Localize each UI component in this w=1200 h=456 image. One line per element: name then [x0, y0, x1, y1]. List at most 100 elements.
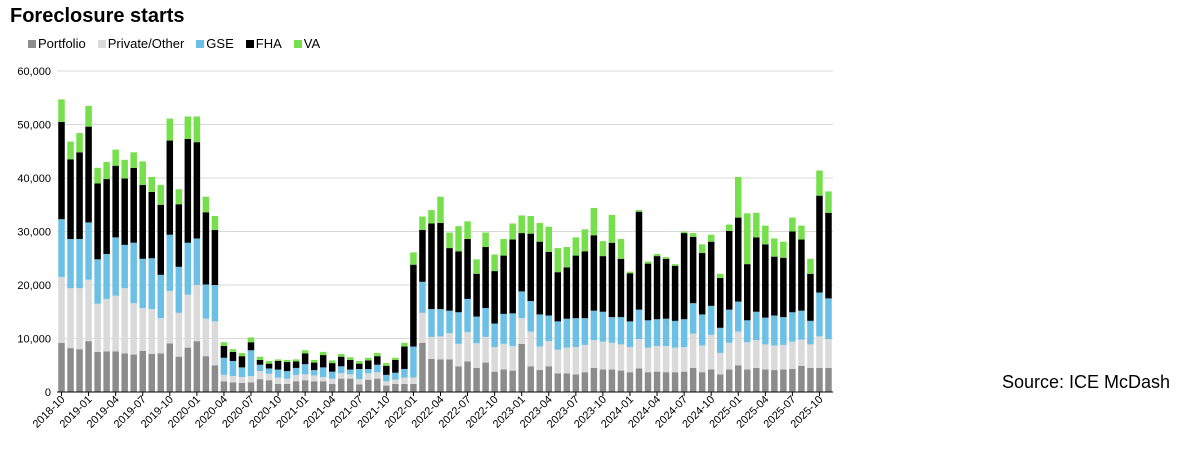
bar-segment-gse — [545, 315, 553, 342]
bar-segment-va — [256, 356, 264, 360]
bar-segment-gse — [725, 309, 733, 343]
bar-segment-gse — [256, 364, 264, 372]
bar-segment-gse — [698, 314, 706, 346]
bar-segment-fha — [112, 165, 119, 238]
bar-segment-fha — [798, 239, 805, 311]
bar-segment-private-other — [780, 344, 787, 370]
bar-segment-fha — [599, 256, 607, 312]
bar-segment-fha — [401, 346, 408, 369]
bar-segment-va — [85, 105, 92, 127]
bar-segment-va — [229, 349, 237, 352]
bar-segment-portfolio — [166, 343, 174, 392]
bar-segment-va — [175, 189, 183, 205]
bar-segment-portfolio — [590, 367, 598, 392]
bar-segment-gse — [265, 368, 273, 374]
bar-segment-va — [202, 196, 210, 213]
bar-segment-portfolio — [410, 383, 417, 392]
bar-segment-gse — [283, 371, 291, 379]
bar-segment-gse — [762, 317, 769, 345]
bar-segment-va — [76, 133, 83, 153]
bar-segment-va — [473, 259, 480, 274]
bar-segment-portfolio — [148, 354, 155, 392]
bar-segment-portfolio — [121, 353, 128, 392]
bar-segment-private-other — [825, 339, 832, 368]
bar-segment-private-other — [735, 331, 742, 366]
legend-label-fha: FHA — [255, 36, 282, 51]
bar-segment-portfolio — [563, 373, 571, 392]
bar-segment-fha — [410, 264, 417, 347]
bar-segment-private-other — [554, 349, 562, 374]
bar-segment-portfolio — [644, 372, 652, 392]
legend-label-portfolio: Portfolio — [38, 36, 86, 51]
bar-segment-va — [103, 161, 110, 180]
bar-segment-va — [67, 141, 74, 160]
y-tick-label: 0 — [45, 387, 51, 399]
bar-segment-gse — [202, 284, 210, 319]
bar-segment-gse — [428, 309, 435, 337]
bar-segment-portfolio — [265, 380, 273, 392]
bar-segment-fha — [653, 256, 661, 320]
y-tick-label: 50,000 — [17, 120, 51, 132]
bar-segment-portfolio — [274, 383, 282, 392]
bar-segment-va — [509, 223, 516, 240]
bar-segment-va — [319, 351, 327, 356]
bar-segment-fha — [753, 237, 760, 312]
bar-segment-portfolio — [680, 371, 688, 392]
bar-segment-va — [680, 231, 688, 234]
legend-label-gse: GSE — [206, 36, 234, 51]
bar-segment-private-other — [428, 336, 435, 359]
bar-segment-fha — [689, 236, 697, 304]
bar-segment-va — [707, 234, 715, 242]
bar-segment-gse — [292, 367, 300, 375]
bar-segment-private-other — [545, 341, 553, 367]
bar-segment-portfolio — [509, 370, 516, 392]
source-note: Source: ICE McDash — [1002, 372, 1171, 392]
bar-segment-portfolio — [608, 369, 616, 392]
bar-segment-portfolio — [698, 372, 706, 392]
bar-segment-va — [771, 238, 778, 257]
bar-segment-fha — [229, 351, 237, 361]
bar-segment-fha — [735, 217, 742, 302]
bar-segment-private-other — [798, 339, 805, 366]
bar-segment-gse — [94, 259, 101, 304]
bar-segment-fha — [103, 179, 110, 254]
bar-segment-fha — [157, 204, 165, 275]
bar-segment-gse — [563, 318, 571, 348]
bar-segment-va — [653, 253, 661, 257]
bar-segment-private-other — [617, 344, 625, 371]
bar-segment-fha — [121, 178, 128, 245]
bar-segment-private-other — [716, 352, 724, 375]
bar-segment-fha — [211, 229, 219, 285]
bar-segment-portfolio — [807, 367, 814, 392]
bar-segment-portfolio — [76, 349, 83, 392]
bar-segment-private-other — [482, 336, 489, 363]
bar-segment-private-other — [698, 345, 706, 373]
bar-segment-portfolio — [446, 359, 453, 392]
bar-segment-gse — [735, 301, 742, 332]
bar-segment-portfolio — [816, 367, 823, 392]
bar-segment-private-other — [202, 318, 210, 357]
bar-segment-gse — [220, 357, 228, 375]
bar-segment-fha — [482, 247, 489, 309]
bar-segment-private-other — [94, 303, 101, 352]
bar-segment-gse — [798, 310, 805, 340]
bar-segment-va — [130, 152, 137, 168]
bar-segment-gse — [347, 369, 354, 375]
bar-segment-va — [274, 359, 282, 361]
bar-segment-private-other — [626, 347, 634, 373]
bar-segment-fha — [256, 359, 264, 365]
bar-segment-gse — [716, 327, 724, 353]
bar-segment-va — [347, 357, 354, 360]
bar-segment-fha — [374, 356, 381, 365]
bar-segment-private-other — [274, 377, 282, 384]
bar-segment-fha — [572, 255, 580, 319]
bar-segment-portfolio — [58, 342, 65, 392]
bar-segment-portfolio — [337, 378, 345, 393]
bar-segment-gse — [166, 234, 174, 291]
bar-segment-private-other — [157, 318, 165, 354]
bar-segment-private-other — [635, 339, 643, 369]
bar-segment-portfolio — [419, 342, 426, 392]
bar-segment-va — [644, 261, 652, 264]
bar-segment-fha — [283, 362, 291, 372]
bar-segment-fha — [58, 121, 65, 220]
